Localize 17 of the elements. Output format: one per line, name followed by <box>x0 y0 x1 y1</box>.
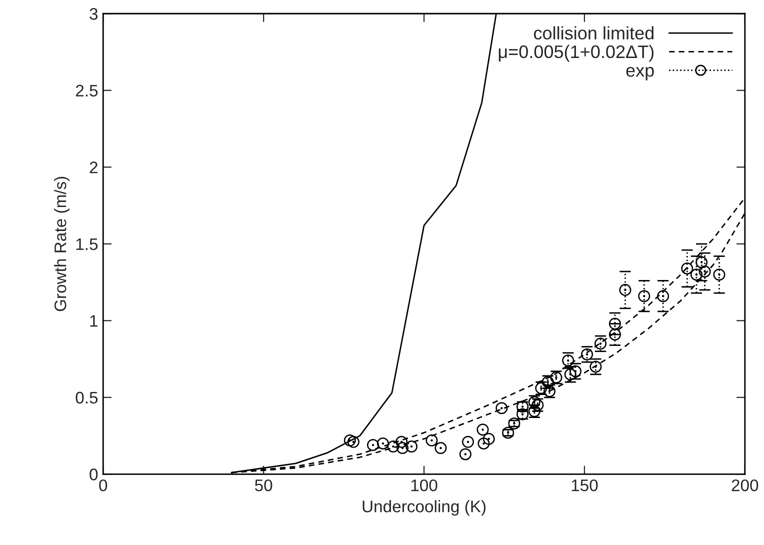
x-tick-label: 0 <box>99 479 108 492</box>
x-axis-title: Undercooling (K) <box>362 500 486 516</box>
x-tick-label: 200 <box>732 479 758 492</box>
x-tick-label: 100 <box>411 479 438 492</box>
legend-label: collision limited <box>534 26 654 40</box>
y-tick-label: 1.5 <box>76 238 98 250</box>
legend-label: exp <box>626 66 654 80</box>
y-tick-label: 0.5 <box>76 392 98 404</box>
y-axis-title: Growth Rate (m/s) <box>54 176 70 312</box>
x-tick-label: 50 <box>254 479 272 492</box>
x-tick-label: 150 <box>572 479 598 492</box>
y-tick-label: 2 <box>90 162 98 174</box>
y-tick-label: 3 <box>90 8 98 20</box>
legend-label: μ=0.005(1+0.02ΔT) <box>498 44 654 62</box>
y-tick-label: 2.5 <box>76 84 98 97</box>
y-tick-label: 0 <box>90 468 98 480</box>
y-tick-label: 1 <box>90 315 98 327</box>
